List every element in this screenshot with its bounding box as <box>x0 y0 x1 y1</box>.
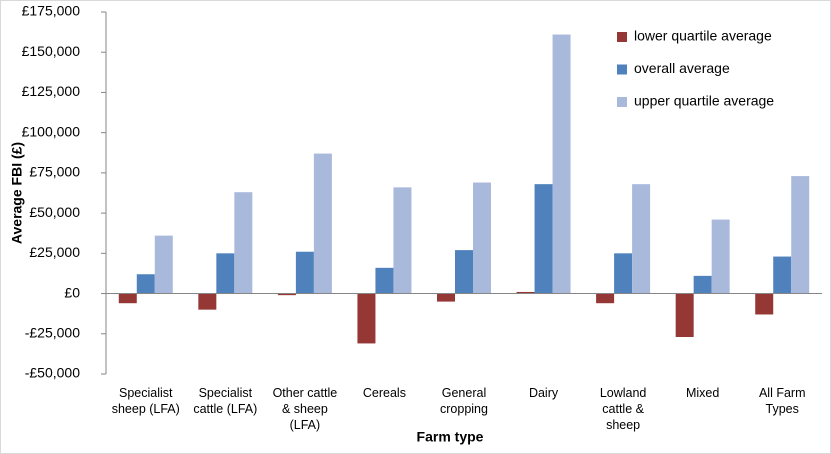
bar <box>437 293 455 302</box>
bar <box>313 153 332 294</box>
y-tick-label: £50,000 <box>29 204 80 220</box>
x-axis-title: Farm type <box>417 429 484 445</box>
bar <box>516 291 535 294</box>
bar <box>675 293 694 337</box>
legend-swatch <box>617 32 627 42</box>
bar <box>277 293 296 296</box>
bar <box>118 293 137 304</box>
y-tick-label: -£25,000 <box>25 324 80 340</box>
bar <box>755 293 774 315</box>
bar <box>393 187 412 294</box>
bar <box>614 253 633 294</box>
bar <box>534 184 553 294</box>
bar <box>596 293 615 304</box>
bar <box>693 275 712 294</box>
legend-label: lower quartile average <box>634 28 772 44</box>
y-tick-label: £100,000 <box>22 123 81 139</box>
y-tick-label: -£50,000 <box>25 365 80 381</box>
bar <box>136 274 155 294</box>
bar <box>234 192 253 294</box>
x-tick-label: Specialist cattle (LFA) <box>193 386 258 416</box>
bar <box>473 182 491 294</box>
bar <box>552 34 571 294</box>
bar <box>455 250 473 294</box>
x-tick-label: Cereals <box>362 386 406 400</box>
legend-swatch <box>617 64 627 75</box>
y-tick-label: £0 <box>64 284 80 300</box>
y-tick-label: £75,000 <box>29 164 80 180</box>
bar <box>773 256 792 294</box>
y-tick-label: £125,000 <box>22 83 81 99</box>
x-tick-label: Other cattle & sheep (LFA) <box>272 386 338 432</box>
x-tick-label: All Farm Types <box>758 386 806 416</box>
x-tick-label: General cropping <box>440 386 488 416</box>
y-tick-label: £175,000 <box>22 3 81 19</box>
bar <box>632 184 651 294</box>
legend-swatch <box>617 97 627 107</box>
bar <box>198 293 217 310</box>
bar <box>295 251 314 294</box>
y-tick-label: £25,000 <box>29 244 80 260</box>
y-tick-label: £150,000 <box>22 43 81 59</box>
legend-label: upper quartile average <box>634 93 774 109</box>
bar <box>216 253 235 294</box>
bar <box>357 293 376 344</box>
legend-label: overall average <box>634 60 730 76</box>
bar <box>154 235 173 294</box>
x-tick-label: Dairy <box>528 386 559 400</box>
x-tick-label: Mixed <box>685 386 720 400</box>
bar <box>791 176 810 294</box>
y-axis-title: Average FBI (£) <box>9 142 25 244</box>
x-tick-label: Specialist sheep (LFA) <box>111 386 180 416</box>
x-tick-label: Lowland cattle & sheep <box>599 386 647 432</box>
bar <box>711 219 730 294</box>
bar <box>375 267 394 294</box>
